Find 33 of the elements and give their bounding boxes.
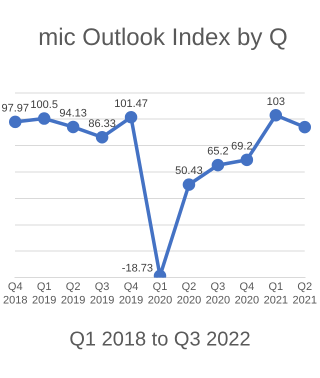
point [212, 158, 224, 172]
x-tick-label: Q4 2020 [234, 281, 260, 306]
x-tick-label: Q4 2018 [2, 281, 28, 306]
x-tick-label: Q3 2020 [206, 281, 230, 306]
x-tick-label: Q2 2020 [176, 281, 202, 306]
data-label: 86.33 [88, 118, 116, 130]
point [8, 116, 22, 128]
data-label: 101.47 [114, 98, 148, 110]
data-label: 97.97 [1, 102, 29, 114]
data-label: 103 [266, 96, 285, 108]
data-label: 65.2 [207, 146, 229, 158]
data-label: 50.43 [175, 165, 203, 178]
x-tick-label: Q1 2021 [264, 281, 288, 306]
x-tick-label: Q1 2019 [32, 281, 56, 306]
x-axis-title: Q1 2018 to Q3 2022 [69, 328, 251, 351]
data-label: 94.13 [59, 107, 87, 120]
data-label: 100.5 [30, 99, 58, 112]
data-label: -18.73 [122, 262, 153, 274]
x-tick-label: Q4 2019 [118, 281, 144, 306]
x-tick-label: Q2 2019 [60, 281, 86, 306]
point [182, 178, 196, 191]
point [240, 154, 254, 166]
point [66, 120, 80, 134]
x-tick-label: Q3 2019 [90, 281, 114, 306]
point [124, 111, 138, 124]
point [298, 120, 312, 134]
x-tick-label: Q1 2020 [148, 281, 172, 306]
data-label: 69.2 [231, 140, 253, 152]
point [96, 130, 108, 144]
x-tick-label: Q2 2021 [292, 281, 318, 306]
point [38, 112, 50, 125]
chart-title: mic Outlook Index by Q [38, 24, 288, 52]
point [270, 108, 282, 122]
